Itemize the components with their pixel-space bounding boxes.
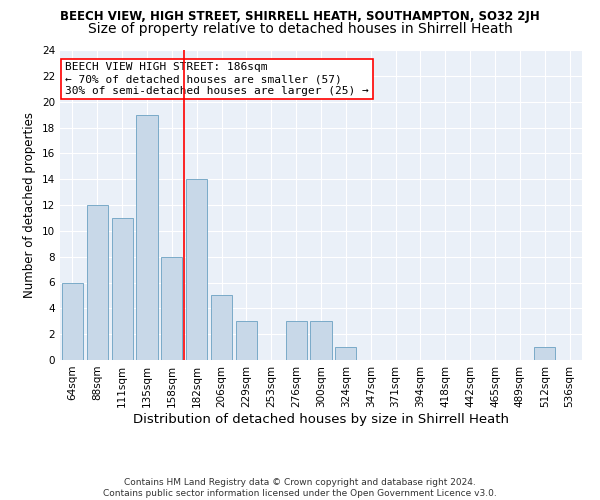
X-axis label: Distribution of detached houses by size in Shirrell Heath: Distribution of detached houses by size … — [133, 412, 509, 426]
Bar — [161, 256, 182, 360]
Bar — [310, 322, 332, 360]
Bar — [136, 114, 158, 360]
Text: Contains HM Land Registry data © Crown copyright and database right 2024.
Contai: Contains HM Land Registry data © Crown c… — [103, 478, 497, 498]
Bar — [236, 322, 257, 360]
Bar — [186, 179, 207, 360]
Bar — [286, 322, 307, 360]
Bar — [211, 296, 232, 360]
Y-axis label: Number of detached properties: Number of detached properties — [23, 112, 37, 298]
Text: BEECH VIEW, HIGH STREET, SHIRRELL HEATH, SOUTHAMPTON, SO32 2JH: BEECH VIEW, HIGH STREET, SHIRRELL HEATH,… — [60, 10, 540, 23]
Bar — [534, 347, 555, 360]
Bar — [112, 218, 133, 360]
Bar — [87, 205, 108, 360]
Text: BEECH VIEW HIGH STREET: 186sqm
← 70% of detached houses are smaller (57)
30% of : BEECH VIEW HIGH STREET: 186sqm ← 70% of … — [65, 62, 369, 96]
Text: Size of property relative to detached houses in Shirrell Heath: Size of property relative to detached ho… — [88, 22, 512, 36]
Bar — [62, 282, 83, 360]
Bar — [335, 347, 356, 360]
